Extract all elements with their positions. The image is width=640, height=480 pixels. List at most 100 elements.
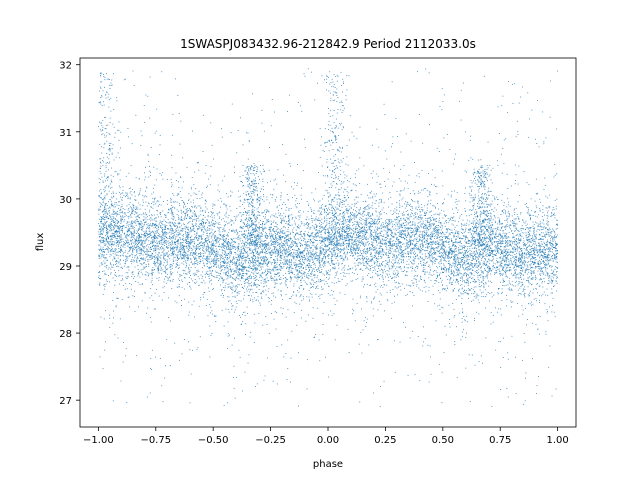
data-point: [449, 280, 451, 282]
data-point: [509, 224, 511, 226]
data-point: [441, 243, 443, 245]
data-point: [513, 274, 514, 276]
data-point: [479, 252, 481, 254]
data-point: [100, 230, 102, 232]
data-point: [358, 249, 359, 251]
data-point: [429, 345, 431, 347]
data-point: [525, 261, 526, 263]
data-point: [489, 233, 490, 235]
data-point: [504, 232, 506, 234]
data-point: [364, 226, 366, 228]
data-point: [545, 254, 547, 256]
data-point: [427, 228, 429, 230]
data-point: [185, 273, 187, 274]
data-point: [305, 259, 307, 261]
data-point: [478, 295, 480, 297]
data-point: [420, 251, 422, 253]
data-point: [283, 212, 285, 214]
data-point: [109, 250, 111, 251]
data-point: [385, 227, 387, 229]
data-point: [330, 257, 332, 259]
data-point: [194, 205, 196, 207]
data-point: [556, 271, 557, 273]
data-point: [362, 258, 364, 260]
data-point: [153, 236, 154, 238]
data-point: [318, 217, 320, 219]
data-point: [150, 217, 152, 219]
data-point: [139, 276, 141, 278]
data-point: [171, 243, 173, 245]
data-point: [115, 261, 117, 262]
data-point: [372, 276, 374, 278]
data-point: [175, 225, 177, 226]
data-point: [387, 225, 389, 227]
data-point: [534, 252, 535, 254]
data-point: [354, 218, 355, 220]
data-point: [427, 235, 428, 236]
data-point: [534, 251, 535, 253]
data-point: [194, 225, 196, 226]
data-point: [137, 245, 139, 247]
data-point: [316, 236, 317, 238]
data-point: [211, 214, 213, 216]
data-point: [303, 273, 304, 275]
data-point: [468, 281, 469, 283]
data-point: [147, 250, 149, 252]
data-point: [466, 282, 467, 283]
data-point: [433, 205, 435, 207]
data-point: [313, 337, 315, 338]
data-point: [283, 243, 284, 244]
data-point: [323, 266, 324, 268]
data-point: [289, 247, 291, 249]
data-point: [181, 187, 183, 189]
data-point: [366, 239, 367, 241]
data-point: [181, 258, 183, 260]
data-point: [456, 279, 458, 280]
data-point: [155, 262, 157, 263]
data-point: [423, 236, 425, 238]
data-point: [225, 211, 227, 213]
data-point: [544, 243, 545, 244]
data-point: [469, 272, 471, 274]
data-point: [139, 255, 141, 257]
data-point: [370, 235, 372, 237]
data-point: [277, 269, 279, 271]
data-point: [339, 228, 341, 230]
data-point: [379, 278, 380, 280]
data-point: [129, 247, 131, 248]
data-point: [288, 245, 290, 246]
data-point: [170, 249, 172, 251]
data-point: [330, 233, 332, 235]
data-point: [351, 229, 353, 231]
data-point: [243, 282, 245, 284]
data-point: [111, 242, 113, 244]
data-point: [393, 256, 395, 258]
data-point: [502, 226, 504, 228]
data-point: [453, 228, 455, 230]
data-point: [294, 254, 296, 256]
data-point: [417, 266, 419, 268]
data-point: [327, 261, 329, 263]
data-point: [135, 211, 137, 213]
data-point: [416, 175, 418, 177]
data-point: [488, 262, 490, 264]
data-point: [396, 275, 398, 276]
data-point: [392, 225, 394, 227]
data-point: [105, 231, 107, 233]
data-point: [434, 263, 436, 264]
data-point: [315, 248, 317, 250]
data-point: [390, 210, 392, 212]
data-point: [348, 242, 350, 244]
data-point: [327, 228, 329, 230]
data-point: [454, 261, 456, 262]
data-point: [429, 124, 430, 126]
data-point: [239, 254, 241, 256]
data-point: [544, 234, 546, 235]
data-point: [274, 239, 275, 240]
data-point: [119, 275, 121, 276]
data-point: [217, 242, 219, 244]
data-point: [417, 268, 419, 270]
data-point: [279, 243, 281, 245]
data-point: [509, 250, 511, 252]
data-point: [389, 249, 391, 251]
